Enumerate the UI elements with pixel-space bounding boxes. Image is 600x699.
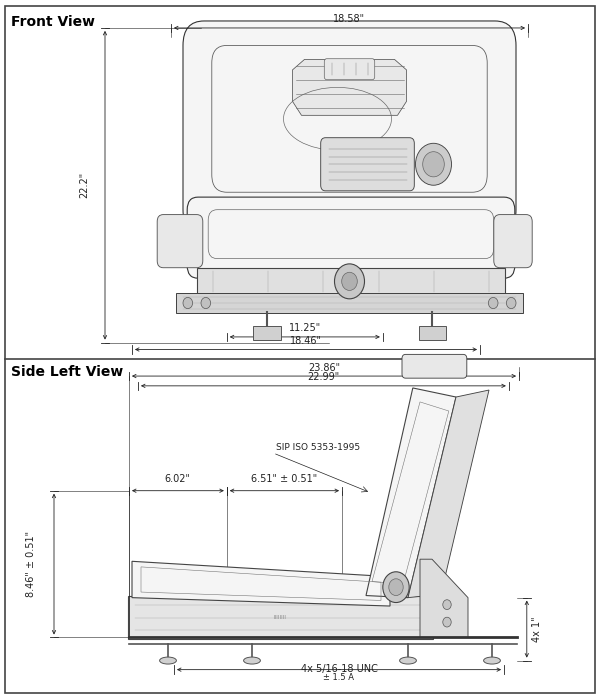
Text: Front View: Front View bbox=[11, 15, 95, 29]
Polygon shape bbox=[366, 388, 456, 598]
Polygon shape bbox=[132, 561, 390, 606]
Text: 18.58": 18.58" bbox=[333, 15, 365, 24]
Ellipse shape bbox=[244, 657, 260, 664]
Text: 4x 5/16-18 UNC: 4x 5/16-18 UNC bbox=[301, 664, 377, 674]
Text: 18.46": 18.46" bbox=[290, 336, 322, 346]
Ellipse shape bbox=[484, 657, 500, 664]
Text: 6.02": 6.02" bbox=[164, 475, 191, 484]
Text: 4x 1": 4x 1" bbox=[532, 617, 542, 642]
Text: Side Left View: Side Left View bbox=[11, 365, 123, 379]
FancyBboxPatch shape bbox=[128, 596, 433, 639]
Ellipse shape bbox=[160, 657, 176, 664]
Circle shape bbox=[383, 572, 409, 603]
FancyBboxPatch shape bbox=[176, 293, 523, 313]
FancyBboxPatch shape bbox=[157, 215, 203, 268]
FancyBboxPatch shape bbox=[325, 59, 374, 80]
Circle shape bbox=[389, 579, 403, 596]
Circle shape bbox=[183, 298, 193, 309]
Polygon shape bbox=[293, 59, 407, 115]
Text: SIP ISO 5353-1995: SIP ISO 5353-1995 bbox=[276, 443, 360, 452]
Circle shape bbox=[488, 298, 498, 309]
Circle shape bbox=[443, 617, 451, 627]
Polygon shape bbox=[408, 390, 489, 598]
Text: 6.51" ± 0.51": 6.51" ± 0.51" bbox=[251, 475, 317, 484]
Text: 22.2": 22.2" bbox=[79, 172, 89, 199]
FancyBboxPatch shape bbox=[494, 215, 532, 268]
Circle shape bbox=[342, 273, 358, 291]
Polygon shape bbox=[420, 559, 468, 637]
FancyBboxPatch shape bbox=[197, 268, 505, 295]
Ellipse shape bbox=[400, 657, 416, 664]
Text: ± 1.5 A: ± 1.5 A bbox=[323, 673, 355, 682]
Text: 8.46" ± 0.51": 8.46" ± 0.51" bbox=[26, 531, 36, 597]
FancyBboxPatch shape bbox=[320, 138, 415, 191]
Text: 22.99": 22.99" bbox=[307, 373, 340, 382]
Circle shape bbox=[443, 600, 451, 610]
Circle shape bbox=[335, 264, 365, 299]
Text: 23.86": 23.86" bbox=[308, 363, 340, 373]
Text: 11.25": 11.25" bbox=[289, 324, 321, 333]
FancyBboxPatch shape bbox=[187, 197, 515, 278]
FancyBboxPatch shape bbox=[183, 21, 516, 234]
Text: IIIIIIII: IIIIIIII bbox=[274, 615, 287, 620]
FancyBboxPatch shape bbox=[402, 354, 467, 378]
Circle shape bbox=[201, 298, 211, 309]
Circle shape bbox=[416, 143, 452, 185]
FancyBboxPatch shape bbox=[253, 326, 281, 340]
FancyBboxPatch shape bbox=[419, 326, 446, 340]
Circle shape bbox=[506, 298, 516, 309]
Circle shape bbox=[423, 152, 445, 177]
